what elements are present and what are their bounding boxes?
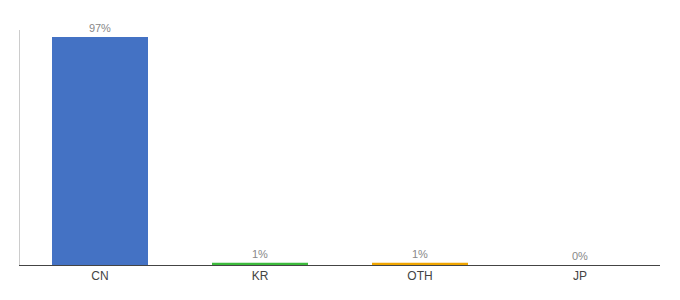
svg-text:97%: 97% <box>89 22 111 34</box>
svg-text:1%: 1% <box>252 248 268 260</box>
svg-text:0%: 0% <box>572 250 588 262</box>
svg-text:OTH: OTH <box>407 269 432 283</box>
svg-text:1%: 1% <box>412 248 428 260</box>
svg-text:JP: JP <box>573 269 587 283</box>
svg-text:CN: CN <box>91 269 108 283</box>
svg-text:KR: KR <box>252 269 269 283</box>
